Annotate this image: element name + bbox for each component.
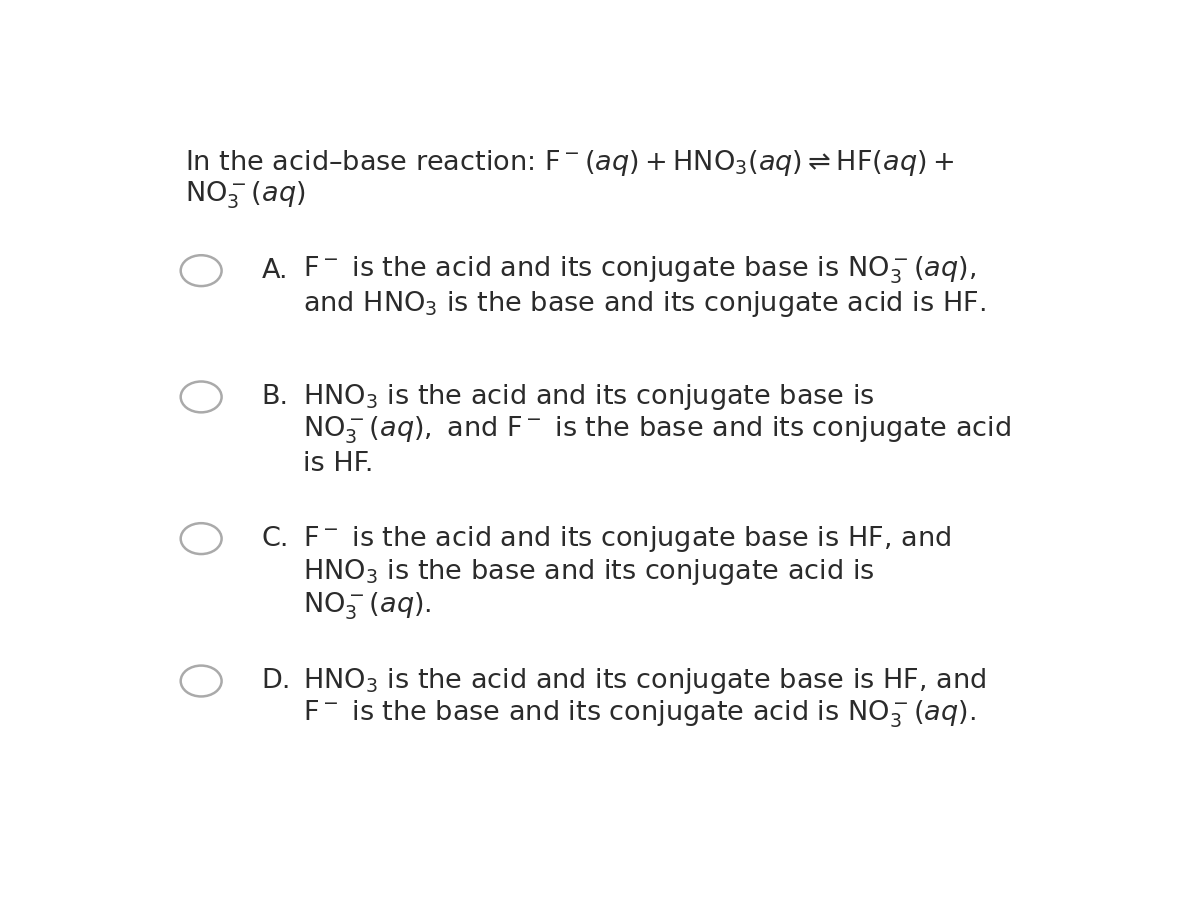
Text: $\mathregular{HNO_3}$ is the acid and its conjugate base is HF, and: $\mathregular{HNO_3}$ is the acid and it… bbox=[304, 666, 986, 696]
Text: is HF.: is HF. bbox=[304, 451, 374, 477]
Text: $\mathregular{F^-}$ is the acid and its conjugate base is $\mathregular{NO_3^-(}: $\mathregular{F^-}$ is the acid and its … bbox=[304, 255, 977, 286]
Text: In the acid–base reaction: $\mathregular{F^-(}$$\mathit{aq}$$\mathregular{) + HN: In the acid–base reaction: $\mathregular… bbox=[185, 148, 954, 178]
Text: $\mathregular{HNO_3}$ is the acid and its conjugate base is: $\mathregular{HNO_3}$ is the acid and it… bbox=[304, 382, 875, 412]
Text: and $\mathregular{HNO_3}$ is the base and its conjugate acid is HF.: and $\mathregular{HNO_3}$ is the base an… bbox=[304, 290, 986, 320]
Text: $\mathregular{F^-}$ is the acid and its conjugate base is HF, and: $\mathregular{F^-}$ is the acid and its … bbox=[304, 524, 952, 554]
Text: A.: A. bbox=[262, 258, 288, 283]
Text: B.: B. bbox=[262, 384, 289, 410]
Text: $\mathregular{HNO_3}$ is the base and its conjugate acid is: $\mathregular{HNO_3}$ is the base and it… bbox=[304, 558, 875, 588]
Text: $\mathregular{NO_3^-(}$$\mathit{aq}$$\mathregular{),}$ and $\mathregular{F^-}$ i: $\mathregular{NO_3^-(}$$\mathit{aq}$$\ma… bbox=[304, 415, 1012, 446]
Text: $\mathregular{NO_3^-(}$$\mathit{aq}$$\mathregular{)}$: $\mathregular{NO_3^-(}$$\mathit{aq}$$\ma… bbox=[185, 179, 306, 211]
Text: C.: C. bbox=[262, 526, 289, 552]
Text: D.: D. bbox=[262, 668, 290, 694]
Text: $\mathregular{NO_3^-(}$$\mathit{aq}$$\mathregular{).}$: $\mathregular{NO_3^-(}$$\mathit{aq}$$\ma… bbox=[304, 590, 432, 621]
Text: $\mathregular{F^-}$ is the base and its conjugate acid is $\mathregular{NO_3^-(}: $\mathregular{F^-}$ is the base and its … bbox=[304, 699, 977, 731]
